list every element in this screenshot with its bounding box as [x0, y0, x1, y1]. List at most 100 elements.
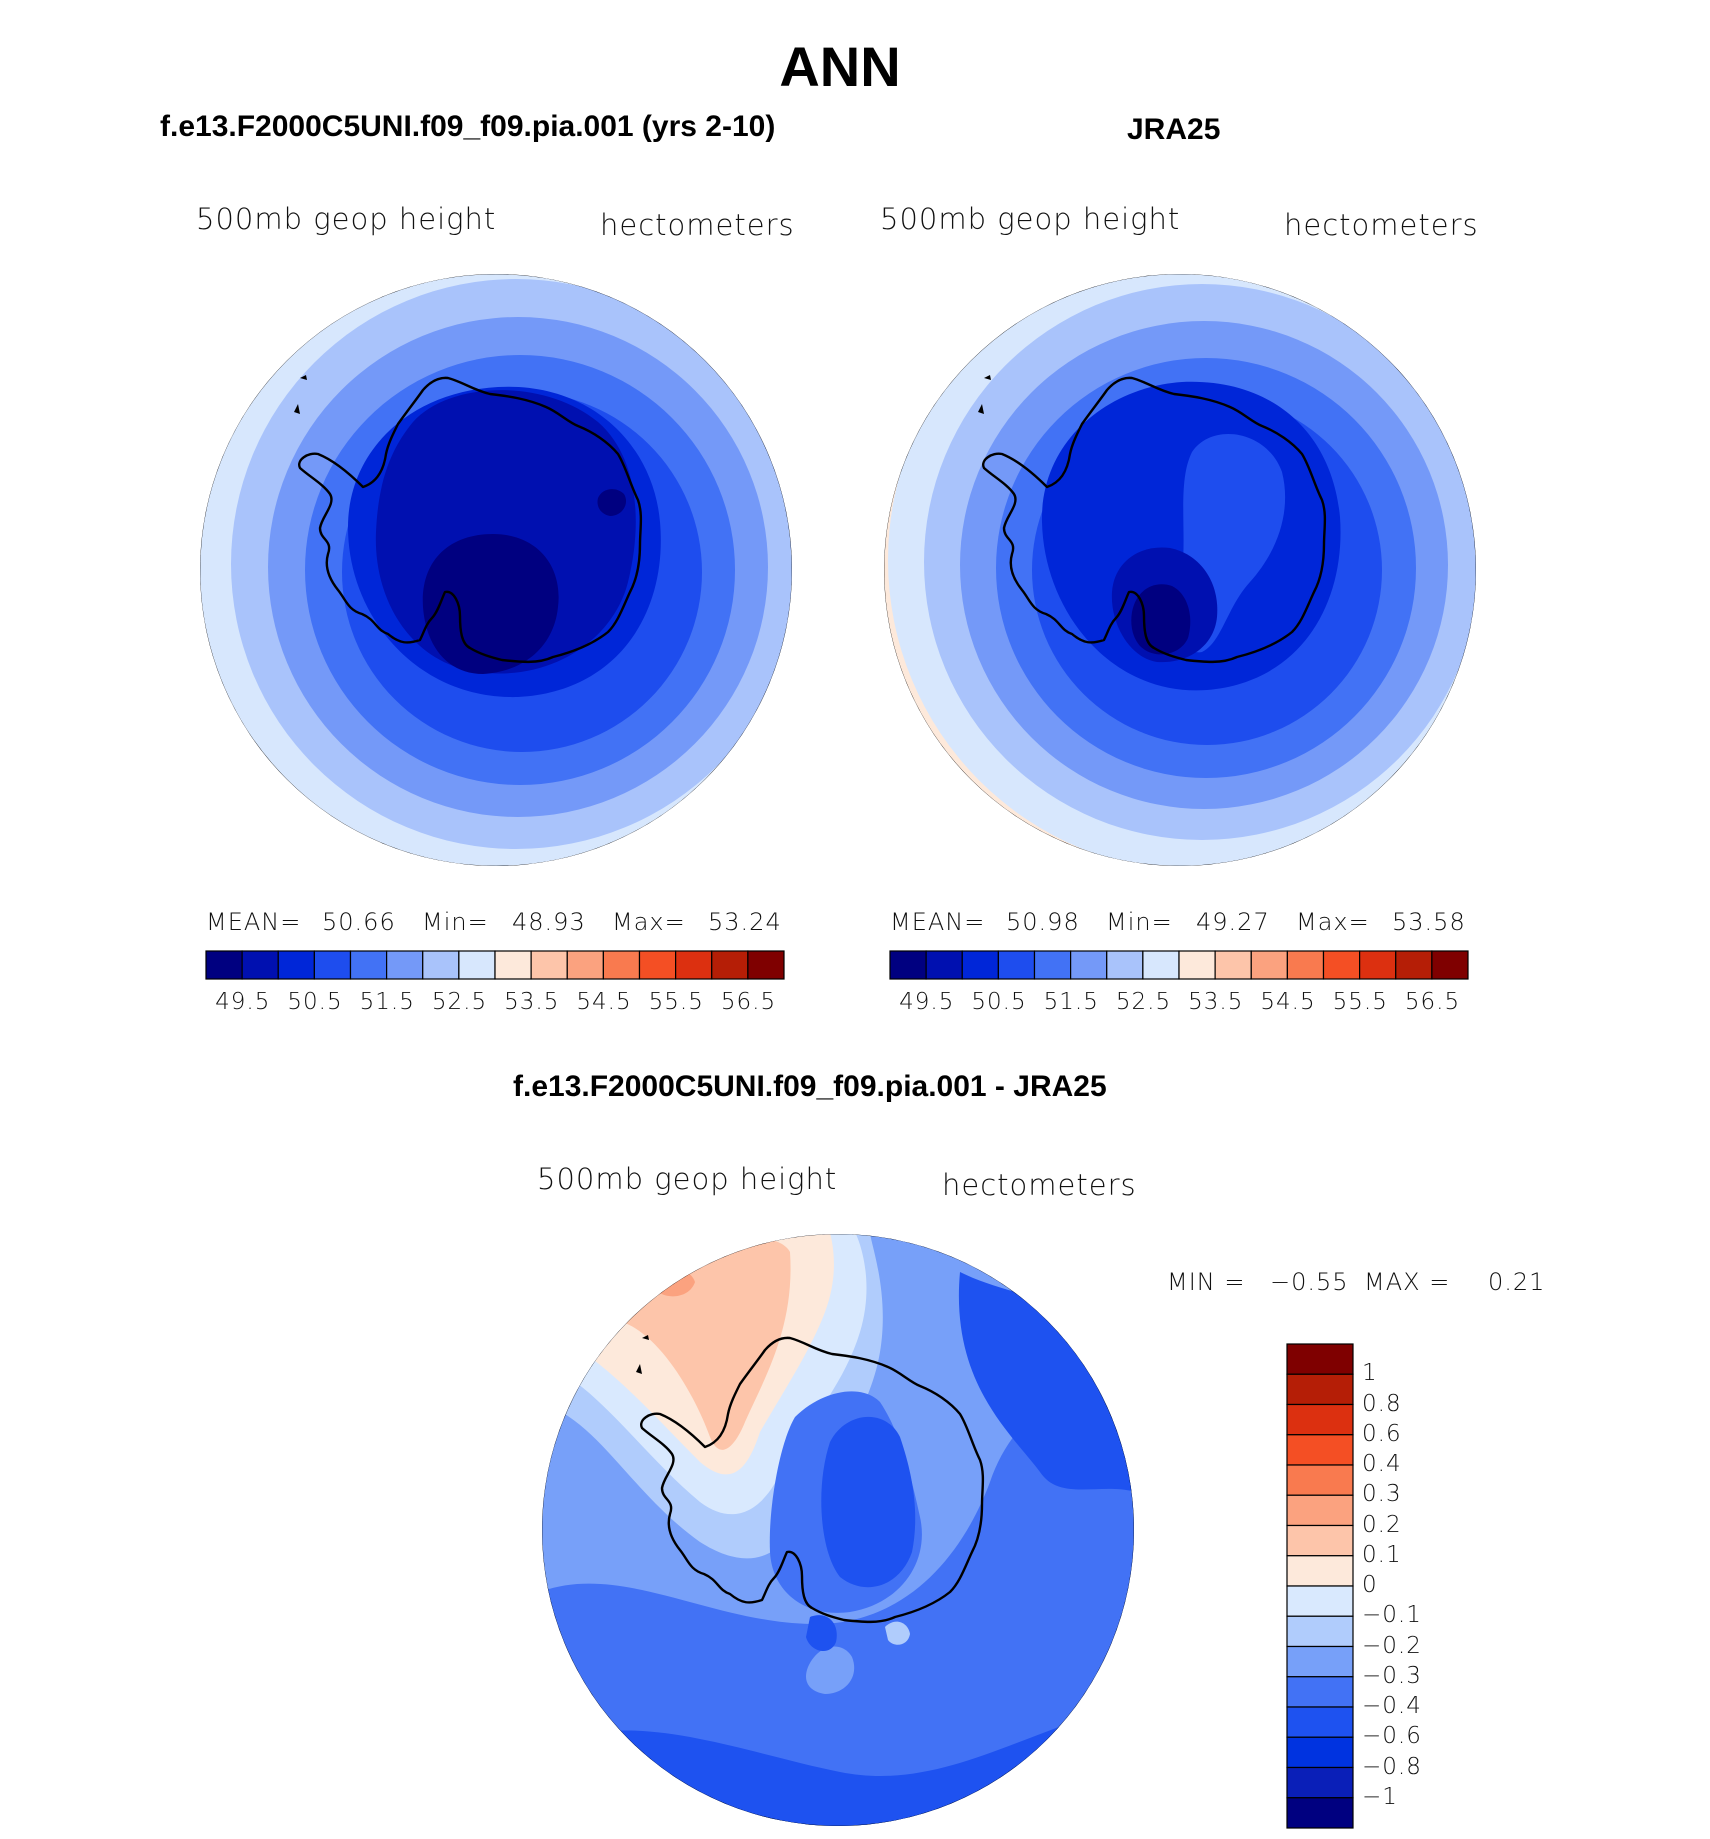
panel-3-contour-band-5 — [1075, 1317, 1100, 1338]
panel-2-colorbar-tick-label: 54.5 — [1260, 989, 1316, 1015]
panel-2-map — [884, 274, 1476, 866]
panel-2-colorbar-segment — [1178, 950, 1216, 980]
panel-3-colorbar-segment — [1286, 1524, 1354, 1557]
panel-2-colorbar-tick-label: 49.5 — [899, 989, 955, 1015]
panel-3-contour-band-2 — [542, 1362, 1134, 1826]
panel-1-colorbar-segment — [675, 950, 713, 980]
panel-3-colorbar-tick-label: 0 — [1362, 1572, 1378, 1598]
panel-3-colorbar-tick-label: −0.4 — [1362, 1693, 1422, 1719]
panel-1-colorbar-segment — [638, 950, 677, 980]
panel-1-contour-band-9 — [422, 534, 559, 674]
panel-1-colorbar-segment — [566, 950, 604, 980]
panel-2-colorbar-tick-label: 53.5 — [1188, 989, 1244, 1015]
panel-1-colorbar-segment — [747, 950, 785, 980]
panel-3-units-label: hectometers — [942, 1168, 1137, 1202]
panel-2-antarctica-coastline — [982, 376, 1327, 664]
panel-1-colorbar-tick-label: 50.5 — [287, 989, 343, 1015]
panel-1-colorbar-segment — [602, 950, 641, 980]
panel-1-map — [200, 274, 792, 866]
panel-3-max-label: MAX = — [1364, 1268, 1451, 1296]
panel-3-colorbar-segment — [1286, 1555, 1354, 1587]
panel-2-colorbar — [889, 950, 1469, 980]
panel-3-contour-band-14 — [885, 1621, 910, 1645]
panel-1-max-value: 53.24 — [708, 908, 782, 936]
panel-2-mean-value: 50.98 — [1006, 908, 1080, 936]
panel-2-min-label: Min= — [1106, 908, 1173, 936]
panel-3-colorbar-tick-label: 0.8 — [1362, 1390, 1402, 1417]
panel-1-colorbar-segment — [241, 950, 279, 980]
panel-3-colorbar-segment — [1286, 1706, 1354, 1738]
panel-2-max-label: Max= — [1296, 908, 1370, 936]
panel-1-min-value: 48.93 — [512, 908, 586, 936]
panel-3-colorbar-segment — [1286, 1585, 1354, 1617]
panel-1-colorbar-segment — [711, 950, 749, 980]
page-title: ANN — [779, 35, 901, 98]
panel-2-colorbar-segment — [1142, 950, 1180, 980]
panel-3-colorbar-segment — [1286, 1766, 1354, 1799]
panel-2-colorbar-segment — [961, 950, 999, 980]
panel-1-colorbar-segment — [386, 950, 424, 980]
panel-2-colorbar-segment — [1431, 950, 1469, 980]
panel-1-title: f.e13.F2000C5UNI.f09_f09.pia.001 (yrs 2-… — [160, 110, 776, 143]
panel-3-colorbar-segment — [1286, 1797, 1354, 1829]
panel-3-map — [542, 1234, 1134, 1826]
panel-1-colorbar-segment — [349, 950, 388, 980]
panel-3-colorbar-tick-label: −0.8 — [1362, 1753, 1422, 1780]
panel-1-mean-label: MEAN= — [206, 908, 302, 936]
panel-2-units-label: hectometers — [1284, 208, 1479, 242]
panel-2-colorbar-tick-label: 56.5 — [1404, 989, 1461, 1015]
panel-3-colorbar-tick-label: 0.3 — [1362, 1481, 1402, 1508]
panel-3-colorbar-segment — [1286, 1373, 1354, 1406]
panel-3-colorbar-segment — [1286, 1645, 1354, 1678]
panel-1-colorbar-segment — [205, 950, 243, 980]
panel-3-colorbar-segment — [1286, 1736, 1354, 1769]
panel-1-colorbar — [205, 950, 785, 980]
panel-2-colorbar-segment — [1214, 950, 1252, 980]
panel-1-colorbar-segment — [530, 950, 568, 980]
panel-3-colorbar-tick-label: 0.2 — [1362, 1511, 1402, 1538]
panel-2-colorbar-tick-label: 55.5 — [1332, 989, 1388, 1015]
panel-1-colorbar-segment — [313, 950, 352, 980]
panel-2-colorbar-segment — [1033, 950, 1072, 980]
panel-3-min-value: −0.55 — [1270, 1268, 1349, 1296]
panel-2-colorbar-segment — [1070, 950, 1108, 980]
panel-1-min-label: Min= — [422, 908, 489, 936]
panel-3-colorbar-tick-label: −0.2 — [1362, 1632, 1422, 1659]
panel-3-colorbar-segment — [1286, 1494, 1354, 1527]
panel-1-variable-label: 500mb geop height — [196, 202, 497, 236]
panel-2-colorbar-segment — [1286, 950, 1325, 980]
panel-2-colorbar-segment — [1106, 950, 1144, 980]
panel-3-colorbar-tick-label: −0.6 — [1362, 1723, 1422, 1750]
panel-1-contour-band-10 — [597, 489, 627, 516]
panel-1-colorbar-tick-label: 56.5 — [720, 989, 777, 1015]
panel-3-colorbar-segment — [1286, 1343, 1354, 1375]
panel-2-contour-band-10 — [1131, 584, 1191, 655]
panel-1-colorbar-tick-label: 52.5 — [431, 989, 488, 1015]
panel-3-max-value: 0.21 — [1488, 1268, 1546, 1296]
panel-3-variable-label: 500mb geop height — [537, 1162, 838, 1196]
panel-2-colorbar-segment — [1395, 950, 1433, 980]
panel-3-colorbar-segment — [1286, 1403, 1354, 1436]
panel-1-colorbar-tick-label: 54.5 — [576, 989, 632, 1015]
panel-1-colorbar-segment — [277, 950, 315, 980]
panel-1-colorbar-segment — [422, 950, 460, 980]
panel-1-antarctica-coastline — [298, 376, 643, 664]
panel-2-colorbar-segment — [925, 950, 963, 980]
panel-1-colorbar-tick-label: 55.5 — [648, 989, 704, 1015]
panel-1-colorbar-segment — [458, 950, 496, 980]
panel-2-title: JRA25 — [1127, 113, 1221, 146]
panel-3-colorbar-tick-label: 0.6 — [1362, 1420, 1402, 1447]
panel-2-max-value: 53.58 — [1392, 908, 1466, 936]
panel-3-min-label: MIN = — [1167, 1268, 1246, 1296]
panel-3-contour-band-12 — [821, 1416, 916, 1588]
panel-3-contour-band-15 — [806, 1615, 837, 1652]
panel-2-colorbar-segment — [1250, 950, 1288, 980]
panel-3-colorbar-tick-label: −1 — [1362, 1783, 1398, 1810]
panel-1-colorbar-segment — [494, 950, 532, 980]
panel-2-colorbar-tick-label: 51.5 — [1043, 989, 1099, 1015]
panel-2-colorbar-segment — [1359, 950, 1397, 980]
panel-3-colorbar-tick-label: −0.1 — [1362, 1602, 1422, 1629]
panel-2-min-value: 49.27 — [1196, 908, 1270, 936]
panel-3-colorbar-tick-label: −0.3 — [1362, 1662, 1422, 1689]
panel-2-mean-label: MEAN= — [890, 908, 986, 936]
